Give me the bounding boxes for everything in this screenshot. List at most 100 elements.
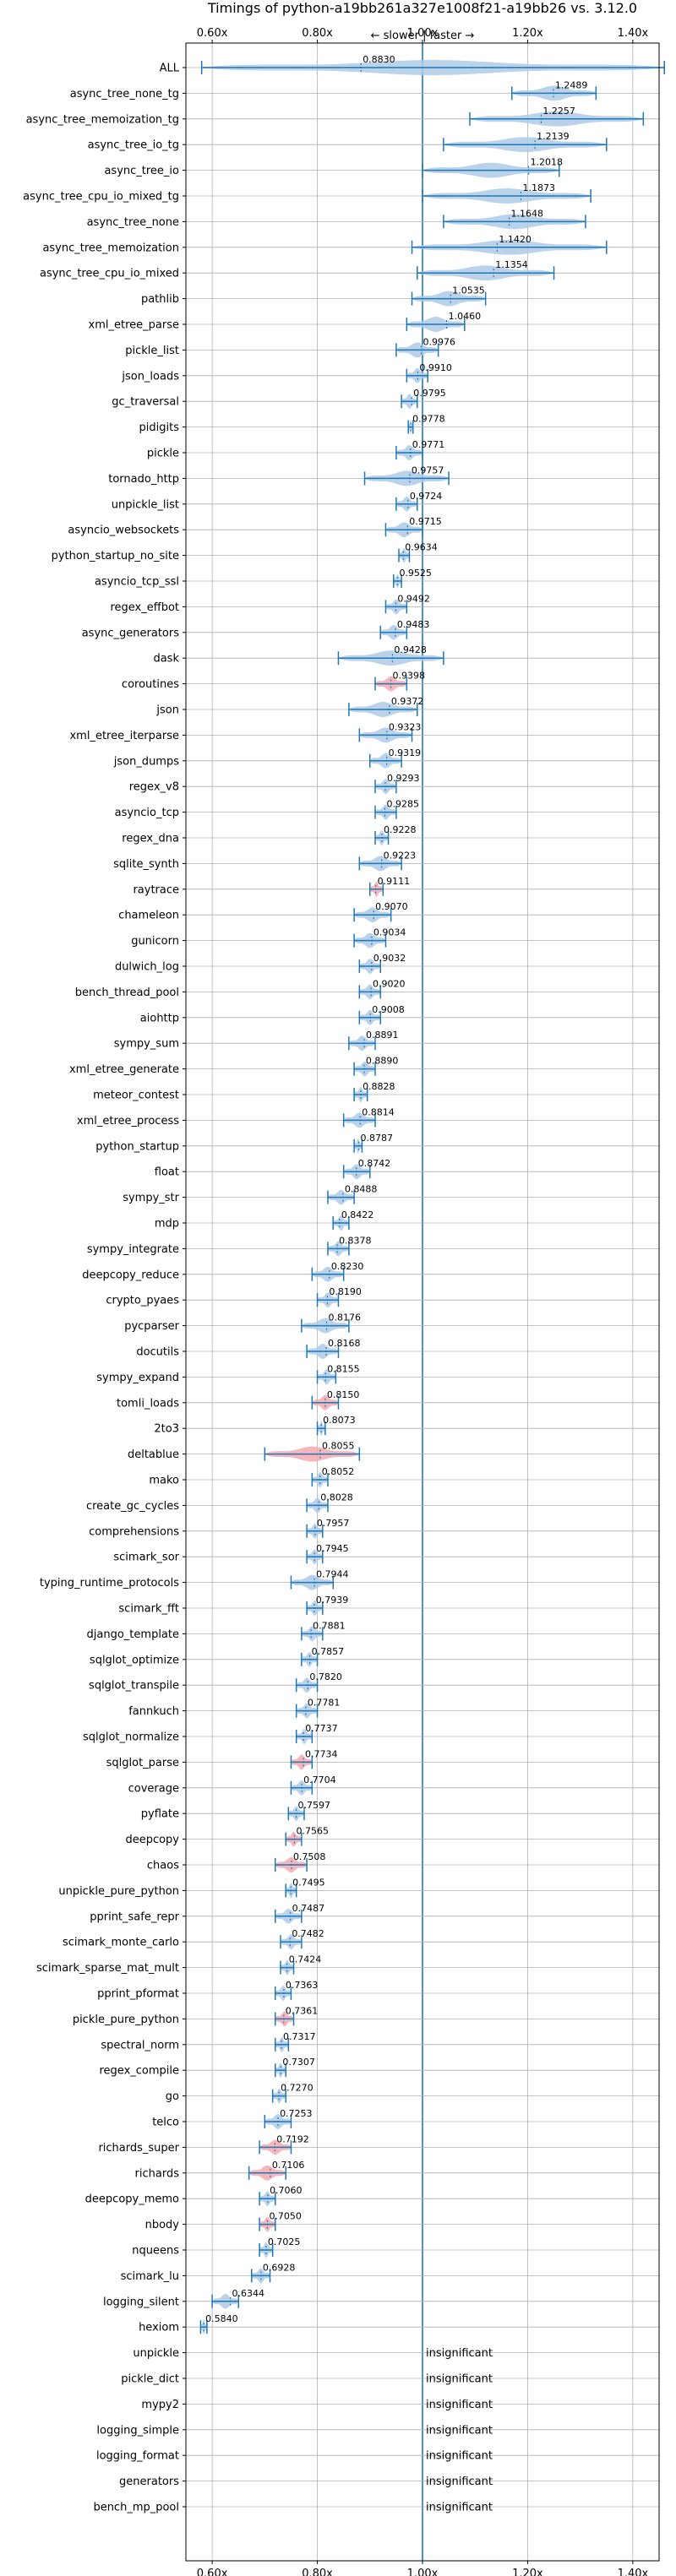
benchmark-name: async_generators xyxy=(82,627,180,639)
benchmark-name: sqlglot_normalize xyxy=(83,1731,179,1744)
x-tick-label-top: 0.80x xyxy=(302,27,333,40)
benchmark-name: python_startup xyxy=(95,1140,179,1153)
value-label: 0.9428 xyxy=(394,644,427,655)
value-label: 0.7361 xyxy=(286,2005,319,2016)
value-label: 0.9228 xyxy=(384,824,417,835)
value-label: 0.8150 xyxy=(327,1389,360,1400)
benchmark-name: python_startup_no_site xyxy=(52,550,179,562)
value-label: 0.9483 xyxy=(397,619,430,630)
value-label: 0.8168 xyxy=(328,1338,361,1349)
value-label: 1.1420 xyxy=(499,234,532,245)
benchmark-name: asyncio_tcp_ssl xyxy=(95,576,179,589)
benchmark-name: pycparser xyxy=(124,1320,179,1333)
benchmark-name: sympy_sum xyxy=(114,1038,179,1051)
insignificant-label: insignificant xyxy=(426,2399,493,2411)
benchmark-name: scimark_lu xyxy=(121,2270,179,2283)
insignificant-label: insignificant xyxy=(426,2502,493,2514)
benchmark-name: nbody xyxy=(145,2219,180,2231)
benchmark-name: unpickle xyxy=(133,2347,179,2360)
benchmark-name: chaos xyxy=(147,1860,179,1872)
value-label: 0.7881 xyxy=(313,1620,346,1631)
value-label: 0.7060 xyxy=(270,2185,303,2196)
benchmark-name: pidigits xyxy=(139,421,180,434)
value-label: 0.7025 xyxy=(268,2236,301,2247)
value-label: 0.8230 xyxy=(331,1261,364,1272)
value-label: 0.8488 xyxy=(345,1184,378,1195)
benchmark-name: xml_etree_parse xyxy=(89,319,179,332)
benchmark-name: json_loads xyxy=(121,370,179,383)
benchmark-name: deepcopy xyxy=(125,1834,179,1846)
benchmark-name: comprehensions xyxy=(89,1525,179,1538)
value-label: 0.7307 xyxy=(282,2057,315,2068)
benchmark-name: asyncio_tcp xyxy=(115,807,179,819)
benchmark-name: typing_runtime_protocols xyxy=(40,1577,179,1590)
value-label: 0.8190 xyxy=(329,1286,362,1297)
value-label: 0.7945 xyxy=(316,1543,349,1554)
value-label: 0.9715 xyxy=(409,516,442,527)
value-label: 0.7597 xyxy=(297,1800,330,1811)
benchmark-name: bench_thread_pool xyxy=(75,986,179,999)
x-tick-label-top: 0.60x xyxy=(197,27,228,40)
plot-frame xyxy=(185,42,660,2562)
insignificant-label: insignificant xyxy=(426,2347,493,2360)
benchmark-name: sqlglot_parse xyxy=(106,1757,179,1769)
benchmark-name: async_tree_io_tg xyxy=(88,139,179,152)
benchmark-name: regex_compile xyxy=(99,2065,179,2078)
value-label: 1.1354 xyxy=(495,259,528,270)
value-label: 1.1873 xyxy=(523,182,556,193)
benchmark-name: generators xyxy=(119,2475,179,2488)
x-tick-label-bottom: 0.60x xyxy=(197,2568,228,2576)
benchmark-name: aiohttp xyxy=(140,1012,179,1024)
value-label: 1.2018 xyxy=(531,157,564,168)
benchmark-name: logging_format xyxy=(96,2450,179,2463)
benchmark-name: pyflate xyxy=(141,1808,179,1821)
benchmark-rows: ALL 0.8830 async_tree_none_tg 1.2489 async_t… xyxy=(23,54,665,2514)
value-label: 0.6928 xyxy=(263,2262,296,2273)
benchmark-name: richards_super xyxy=(98,2142,179,2155)
value-label: 1.0535 xyxy=(452,285,485,296)
benchmark-name: pickle_dict xyxy=(121,2373,179,2386)
value-label: 1.2489 xyxy=(555,79,588,90)
benchmark-name: sympy_expand xyxy=(96,1372,179,1384)
benchmark-name: gc_traversal xyxy=(112,396,179,409)
benchmark-name: xml_etree_generate xyxy=(69,1063,179,1076)
value-label: 0.9293 xyxy=(387,773,420,784)
value-label: 0.7957 xyxy=(317,1518,350,1529)
x-tick-label-top: 1.20x xyxy=(512,27,543,40)
benchmark-name: xml_etree_process xyxy=(77,1115,179,1128)
benchmark-name: async_tree_memoization xyxy=(42,242,179,254)
benchmark-name: nqueens xyxy=(132,2245,179,2258)
value-label: 0.9020 xyxy=(373,978,406,989)
value-label: 0.9008 xyxy=(372,1004,405,1015)
value-label: 0.7734 xyxy=(305,1748,338,1759)
benchmark-name: mako xyxy=(149,1475,179,1487)
value-label: 0.7253 xyxy=(280,2108,313,2119)
benchmark-name: pprint_safe_repr xyxy=(90,1910,179,1923)
benchmark-name: telco xyxy=(152,2117,179,2129)
value-label: 0.9976 xyxy=(423,336,456,347)
benchmark-name: scimark_monte_carlo xyxy=(63,1937,179,1949)
value-label: 0.7820 xyxy=(309,1671,342,1682)
benchmark-name: json xyxy=(155,704,179,717)
benchmark-name: crypto_pyaes xyxy=(106,1295,179,1307)
benchmark-name: logging_simple xyxy=(96,2424,179,2437)
value-label: 0.7737 xyxy=(305,1723,338,1734)
value-label: 0.7106 xyxy=(272,2160,305,2171)
value-label: 0.7192 xyxy=(276,2133,309,2144)
benchmark-name: richards xyxy=(135,2167,180,2180)
value-label: 0.9525 xyxy=(399,568,432,579)
benchmark-name: regex_effbot xyxy=(110,601,179,614)
benchmark-name: async_tree_none xyxy=(87,216,179,229)
direction-label: ← slower | faster → xyxy=(371,30,475,42)
benchmark-name: xml_etree_iterparse xyxy=(69,730,179,742)
value-label: 0.7944 xyxy=(316,1569,349,1580)
benchmark-name: chameleon xyxy=(118,910,179,922)
benchmark-name: pickle_list xyxy=(125,345,179,357)
insignificant-label: insignificant xyxy=(426,2373,493,2386)
benchmark-name: async_tree_cpu_io_mixed_tg xyxy=(23,191,179,204)
value-label: 0.8787 xyxy=(361,1133,394,1144)
benchmark-name: raytrace xyxy=(133,883,179,896)
benchmark-name: unpickle_pure_python xyxy=(58,1885,179,1898)
value-label: 0.7424 xyxy=(289,1954,322,1965)
